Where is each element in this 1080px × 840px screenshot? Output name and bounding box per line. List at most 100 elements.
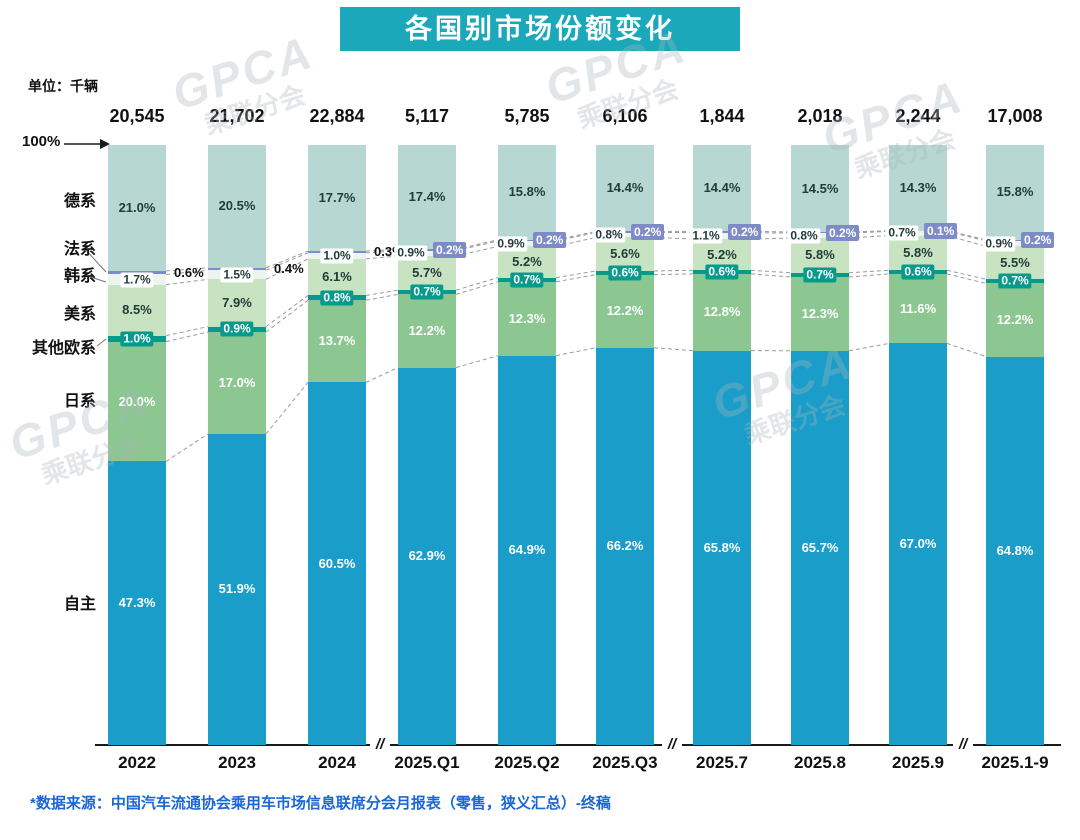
segment-自主: [208, 433, 266, 745]
value-label-法系: 0.4%: [274, 261, 304, 277]
series-label-法系: 法系: [63, 241, 96, 258]
value-label-法系: 0.1%: [924, 223, 958, 239]
value-label-自主: 51.9%: [218, 581, 256, 597]
value-label-其他欧系: 0.6%: [608, 265, 642, 281]
value-label-日系: 12.3%: [801, 305, 839, 321]
value-label-法系: 0.2%: [533, 232, 567, 249]
line: [265, 382, 309, 435]
x-axis-label: 2025.8: [794, 753, 846, 772]
value-label-日系: 20.0%: [118, 393, 156, 409]
line: [653, 347, 694, 352]
value-label-德系: 20.5%: [218, 198, 256, 214]
x-axis-label: 2024: [318, 753, 356, 772]
line: [555, 274, 597, 283]
total-value: 5,785: [504, 106, 550, 126]
watermark-logo-text: GPCA: [165, 25, 320, 120]
segment-自主: [398, 367, 456, 745]
value-label-其他欧系: 0.7%: [803, 267, 837, 283]
value-label-美系: 5.2%: [512, 254, 542, 269]
line: [946, 273, 987, 284]
total-value: 2,244: [895, 106, 941, 126]
line: [455, 277, 499, 291]
value-label-自主: 65.8%: [703, 539, 741, 555]
value-label-美系: 5.6%: [610, 246, 640, 262]
x-axis-label: 2025.Q1: [394, 753, 460, 772]
value-label-自主: 64.8%: [996, 542, 1034, 558]
segment-日系: [596, 274, 654, 348]
value-label-美系: 5.8%: [903, 244, 933, 260]
value-label-韩系: 0.8%: [592, 227, 626, 243]
value-label-其他欧系: 1.0%: [120, 331, 154, 347]
segment-德系: [498, 145, 556, 240]
value-label-自主: 67.0%: [899, 536, 937, 552]
segment-德系: [889, 145, 947, 231]
value-label-德系: 14.4%: [703, 180, 741, 196]
value-label-自主: 62.9%: [408, 548, 446, 564]
segment-自主: [498, 355, 556, 745]
segment-德系: [308, 145, 366, 252]
segment-自主: [596, 347, 654, 745]
value-label-德系: 15.8%: [996, 184, 1034, 200]
series-label-韩系: 韩系: [63, 268, 96, 285]
series-label-其他欧系: 其他欧系: [31, 340, 96, 357]
value-label-法系: 0.2%: [631, 224, 665, 240]
value-label-韩系: 1.1%: [689, 228, 723, 244]
value-label-日系: 12.8%: [703, 304, 741, 320]
line: [365, 289, 399, 296]
line: [750, 269, 792, 274]
gpca-watermark: GPCA 乘联分会: [165, 25, 328, 147]
value-label-美系: 7.9%: [222, 294, 252, 310]
total-value: 6,106: [602, 106, 648, 126]
value-label-法系: 0.2%: [728, 223, 762, 240]
segment-美系: [398, 256, 456, 291]
value-label-法系: 0.2%: [826, 224, 860, 241]
segment-日系: [398, 294, 456, 368]
axis-break: //: [370, 736, 390, 754]
line: [365, 293, 399, 301]
line: [96, 338, 107, 347]
total-value: 1,844: [699, 106, 745, 126]
series-label-德系: 德系: [63, 193, 96, 210]
value-label-美系: 6.1%: [322, 269, 352, 285]
value-label-其他欧系: 0.8%: [320, 290, 354, 306]
line: [653, 273, 694, 276]
segment-德系: [108, 145, 166, 271]
value-label-其他欧系: 0.7%: [410, 284, 444, 300]
segment-日系: [889, 273, 947, 344]
value-label-其他欧系: 0.6%: [705, 264, 739, 280]
line: [946, 342, 987, 358]
line: [365, 367, 399, 383]
x-axis-line: [95, 744, 1061, 746]
value-label-其他欧系: 0.7%: [510, 272, 544, 288]
value-label-日系: 11.6%: [899, 300, 937, 316]
segment-日系: [791, 277, 849, 351]
segment-自主: [791, 350, 849, 745]
value-label-自主: 60.5%: [318, 555, 356, 571]
segment-德系: [596, 145, 654, 232]
value-label-法系: 0.2%: [433, 242, 467, 258]
segment-德系: [986, 145, 1044, 240]
line: [848, 273, 890, 278]
series-label-美系: 美系: [63, 306, 96, 323]
value-label-其他欧系: 0.7%: [998, 273, 1032, 289]
value-label-美系: 5.2%: [707, 246, 737, 262]
segment-日系: [208, 332, 266, 434]
source-note: *数据来源：中国汽车流通协会乘用车市场信息联席分会月报表（零售，狭义汇总）-终稿: [30, 795, 611, 812]
x-axis-label: 2025.7: [696, 753, 748, 772]
value-label-自主: 47.3%: [118, 595, 156, 611]
segment-自主: [108, 461, 166, 745]
x-axis-label: 2025.1-9: [981, 753, 1049, 772]
x-axis-label: 2025.Q2: [494, 753, 560, 772]
total-value: 22,884: [309, 106, 365, 126]
total-value: 21,702: [209, 106, 265, 126]
segment-美系: [108, 284, 166, 336]
segment-德系: [398, 145, 456, 250]
segment-自主: [889, 343, 947, 745]
series-label-日系: 日系: [63, 393, 96, 410]
value-label-德系: 15.8%: [508, 184, 546, 200]
segment-德系: [693, 145, 751, 232]
line: [848, 342, 890, 352]
segment-自主: [986, 356, 1044, 745]
value-label-自主: 64.9%: [508, 542, 546, 558]
